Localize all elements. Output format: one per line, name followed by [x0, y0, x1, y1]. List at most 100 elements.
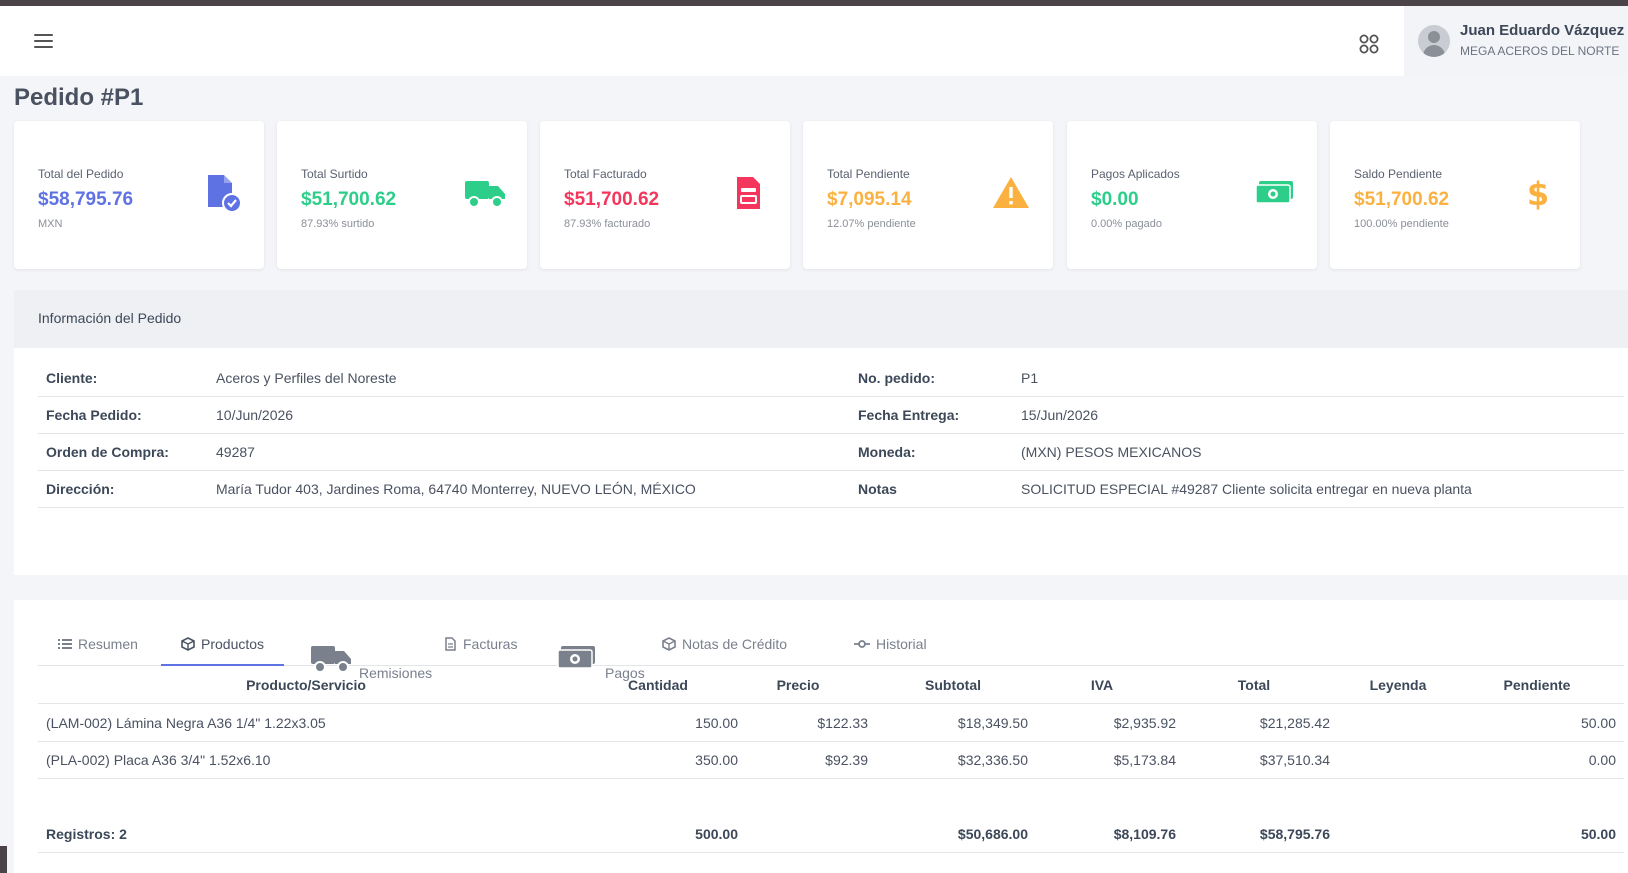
table-cell: Cantidad	[628, 677, 688, 693]
tab-pagos[interactable]: Pagos	[555, 626, 645, 681]
order-info-title: Información del Pedido	[38, 310, 182, 326]
info-value: 10/Jun/2026	[216, 407, 294, 423]
tab-remisiones[interactable]: Remisiones	[309, 626, 432, 681]
info-value: 49287	[216, 444, 255, 460]
info-label: Moneda:	[858, 444, 916, 460]
info-row: Orden de Compra: 49287 Moneda: (MXN) PESOS …	[38, 432, 1624, 471]
money-icon	[1253, 171, 1297, 215]
window-edge	[0, 846, 7, 873]
table-cell: $18,349.50	[957, 715, 1028, 731]
card-value: $7,095.14	[827, 189, 912, 210]
top-navbar: Juan Eduardo Vázquez MEGA ACEROS DEL NOR…	[0, 6, 1628, 76]
card-label: Pagos Aplicados	[1091, 167, 1180, 181]
info-row: Cliente: Aceros y Perfiles del Noreste No.…	[38, 358, 1624, 397]
table-cell: Producto/Servicio	[246, 677, 366, 693]
table-cell: 0.00	[1588, 752, 1616, 768]
info-value: P1	[1021, 370, 1039, 386]
warning-icon	[989, 171, 1033, 215]
table-cell: 500.00	[695, 826, 738, 842]
info-label: No. pedido:	[858, 370, 935, 386]
table-cell: $58,795.76	[1259, 826, 1330, 842]
summary-card: Total Pendiente $7,095.14 12.07% pendiente	[803, 121, 1053, 269]
tab-bar: Resumen Productos Remisiones Facturas Pagos N…	[38, 626, 1624, 681]
card-label: Total del Pedido	[38, 167, 124, 181]
info-value: SOLICITUD ESPECIAL #49287 Cliente solici…	[1021, 481, 1472, 497]
table-cell: Leyenda	[1369, 677, 1427, 693]
tab-label: Remisiones	[359, 665, 433, 681]
info-label: Fecha Pedido:	[46, 407, 142, 423]
tab-label: Notas de Crédito	[682, 636, 788, 652]
card-subtext: 87.93% facturado	[564, 218, 651, 230]
tab-historial[interactable]: Historial	[854, 626, 927, 666]
card-value: $51,700.62	[564, 189, 660, 210]
table-cell: Subtotal	[925, 677, 981, 693]
tab-productos[interactable]: Productos	[161, 626, 285, 666]
card-value: $0.00	[1091, 189, 1139, 210]
card-label: Total Facturado	[564, 167, 647, 181]
table-cell: $92.39	[825, 752, 868, 768]
tab-notas-de-cr-dito[interactable]: Notas de Crédito	[662, 626, 787, 666]
table-cell: Total	[1237, 677, 1271, 693]
apps-grid-icon[interactable]	[1356, 31, 1382, 57]
info-label: Fecha Entrega:	[858, 407, 960, 423]
info-label: Orden de Compra:	[46, 444, 169, 460]
tab-label: Resumen	[78, 636, 138, 652]
window-top-strip	[0, 0, 1628, 6]
table-cell: 350.00	[695, 752, 738, 768]
info-value: Aceros y Perfiles del Noreste	[216, 370, 397, 386]
card-value: $51,700.62	[301, 189, 397, 210]
table-cell: $37,510.34	[1259, 752, 1330, 768]
info-value: 15/Jun/2026	[1021, 407, 1099, 423]
info-label: Cliente:	[46, 370, 98, 386]
order-info-panel: Información del Pedido Cliente: Aceros y …	[14, 290, 1628, 575]
tab-label: Historial	[876, 636, 927, 652]
table-cell: $32,336.50	[957, 752, 1028, 768]
summary-card: Total Surtido $51,700.62 87.93% surtido	[277, 121, 527, 269]
avatar	[1418, 25, 1450, 57]
info-row: Fecha Pedido: 10/Jun/2026 Fecha Entrega: 15…	[38, 395, 1624, 434]
card-label: Saldo Pendiente	[1354, 167, 1443, 181]
tab-label: Pagos	[605, 665, 645, 681]
user-company: MEGA ACEROS DEL NORTE	[1460, 44, 1620, 58]
table-cell: $50,686.00	[957, 826, 1028, 842]
table-cell: (LAM-002) Lámina Negra A36 1/4" 1.22x3.0…	[46, 715, 326, 731]
truck-icon	[309, 636, 353, 683]
table-cell: $122.33	[817, 715, 868, 731]
card-value: $58,795.76	[38, 189, 134, 210]
table-cell: 150.00	[695, 715, 738, 731]
svg-text:$: $	[1527, 175, 1549, 213]
hamburger-menu-icon[interactable]	[30, 30, 56, 52]
card-subtext: 87.93% surtido	[301, 218, 375, 230]
user-menu[interactable]: Juan Eduardo Vázquez MEGA ACEROS DEL NOR…	[1404, 6, 1628, 76]
card-label: Total Surtido	[301, 167, 368, 181]
user-name: Juan Eduardo Vázquez	[1460, 22, 1625, 39]
order-info-header: Información del Pedido	[14, 290, 1628, 348]
table-cell: Precio	[776, 677, 820, 693]
summary-card: Total Facturado $51,700.62 87.93% facturad…	[540, 121, 790, 269]
info-value: María Tudor 403, Jardines Roma, 64740 Mo…	[216, 481, 696, 497]
card-subtext: MXN	[38, 218, 63, 230]
document-check-icon	[200, 171, 244, 215]
tab-resumen[interactable]: Resumen	[58, 626, 138, 666]
card-label: Total Pendiente	[827, 167, 910, 181]
table-cell: IVA	[1090, 677, 1114, 693]
summary-card: Total del Pedido $58,795.76 MXN	[14, 121, 264, 269]
table-cell: $5,173.84	[1113, 752, 1176, 768]
table-cell: (PLA-002) Placa A36 3/4" 1.52x6.10	[46, 752, 271, 768]
table-footer-row: Registros: 2 500.00 $50,686.00 $8,109.76 $58…	[38, 815, 1624, 853]
table-row: (LAM-002) Lámina Negra A36 1/4" 1.22x3.0…	[38, 704, 1624, 742]
page-title: Pedido #P1	[14, 84, 144, 111]
info-label: Dirección:	[46, 481, 115, 497]
info-row: Dirección: María Tudor 403, Jardines Roma…	[38, 469, 1624, 508]
table-cell: $8,109.76	[1113, 826, 1176, 842]
money-icon	[555, 636, 599, 683]
card-subtext: 0.00% pagado	[1091, 218, 1162, 230]
dollar-icon: $	[1516, 171, 1560, 215]
products-panel: Resumen Productos Remisiones Facturas Pagos N…	[14, 600, 1628, 873]
tab-label: Facturas	[463, 636, 518, 652]
table-cell: 50.00	[1580, 826, 1616, 842]
tab-facturas[interactable]: Facturas	[443, 626, 517, 666]
file-icon	[443, 637, 457, 654]
table-cell: Registros: 2	[46, 826, 127, 842]
card-subtext: 12.07% pendiente	[827, 218, 916, 230]
